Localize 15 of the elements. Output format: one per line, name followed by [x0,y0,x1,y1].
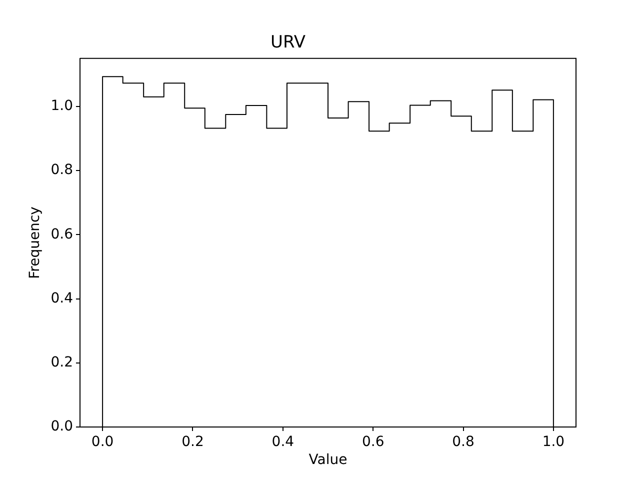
x-tick-label: 0.2 [182,434,204,450]
y-tick-label: 0.2 [50,354,73,371]
x-tick-label: 0.0 [91,434,114,450]
y-tick-label: 0.4 [50,290,74,306]
x-axis-title: Value [308,452,348,468]
x-tick-label: 0.4 [272,434,294,450]
y-tick-label: 0.0 [50,418,73,435]
chart-title: URV [270,32,306,53]
y-tick-label: 0.6 [50,226,74,242]
x-tick-label: 0.6 [362,434,384,450]
y-tick-label: 1.0 [50,98,73,114]
y-axis-title: Frequency [27,206,44,279]
x-tick-label: 0.8 [452,434,474,450]
y-tick-label: 0.8 [50,162,73,178]
x-tick-label: 1.0 [542,434,565,450]
